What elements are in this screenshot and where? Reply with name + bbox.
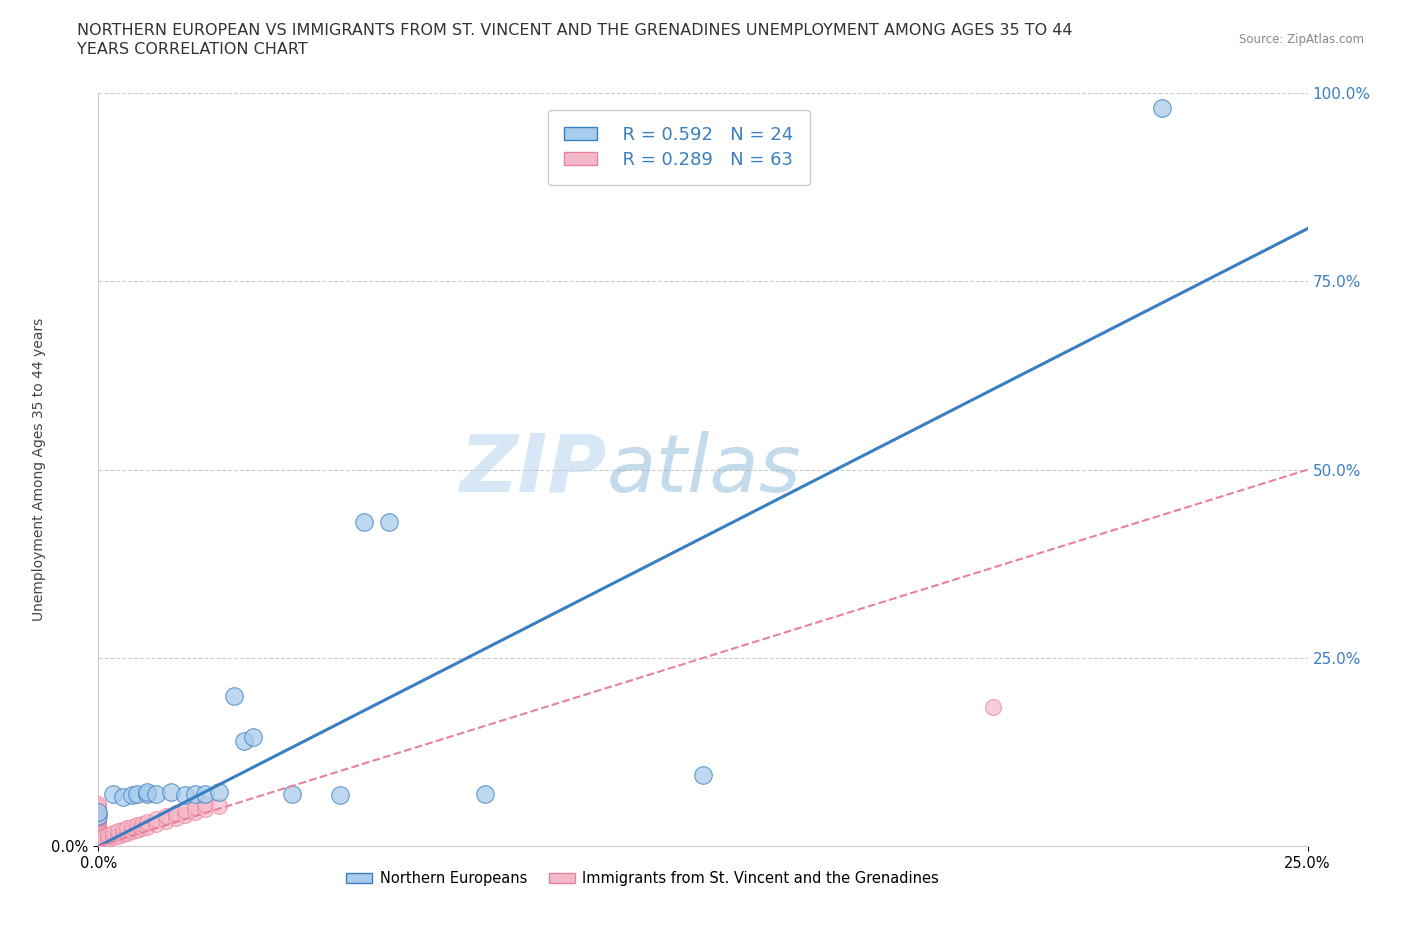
Point (87, 836, 110, 851)
Point (87, 805, 110, 820)
Point (117, 821, 139, 836)
Point (1152, 100, 1174, 115)
Point (87, 812, 110, 827)
Point (165, 805, 187, 820)
Point (127, 817, 149, 832)
Point (353, 515, 375, 530)
Point (242, 730, 264, 745)
Point (184, 804, 207, 819)
Point (117, 825, 139, 840)
Point (127, 822, 149, 837)
Text: ZIP: ZIP (458, 431, 606, 509)
Point (97, 831, 120, 846)
Point (174, 788, 197, 803)
Point (97, 828, 120, 843)
Point (135, 815, 157, 830)
Point (135, 819, 157, 834)
Point (184, 800, 207, 815)
Point (87, 839, 110, 854)
Point (107, 829, 129, 844)
Point (121, 824, 143, 839)
Legend: Northern Europeans, Immigrants from St. Vincent and the Grenadines: Northern Europeans, Immigrants from St. … (340, 865, 945, 892)
Point (87, 810, 110, 825)
Point (135, 785, 157, 800)
Point (145, 817, 167, 831)
Point (101, 825, 124, 840)
Point (87, 819, 110, 834)
Point (194, 802, 217, 817)
Point (87, 837, 110, 852)
Point (91, 833, 114, 848)
Point (87, 829, 110, 844)
Point (131, 821, 153, 836)
Point (87, 802, 110, 817)
Point (87, 809, 110, 824)
Point (174, 803, 197, 817)
Point (194, 797, 217, 812)
Point (111, 822, 134, 837)
Point (87, 834, 110, 849)
Point (474, 786, 496, 801)
Point (87, 822, 110, 837)
Point (145, 786, 167, 801)
Point (160, 785, 183, 800)
Point (981, 699, 1004, 714)
Point (87, 824, 110, 839)
Point (87, 807, 110, 822)
Point (377, 515, 399, 530)
Point (121, 788, 143, 803)
Point (87, 805, 110, 820)
Point (91, 830, 114, 844)
Point (87, 817, 110, 831)
Point (131, 817, 153, 831)
Text: atlas: atlas (606, 431, 801, 509)
Point (184, 786, 207, 801)
Point (87, 825, 110, 840)
Point (174, 807, 197, 822)
Point (145, 812, 167, 827)
Point (165, 810, 187, 825)
Point (87, 821, 110, 836)
Point (121, 819, 143, 834)
Point (101, 830, 124, 844)
Point (87, 830, 110, 844)
Text: YEARS CORRELATION CHART: YEARS CORRELATION CHART (77, 42, 308, 57)
Point (281, 786, 304, 801)
Point (87, 798, 110, 813)
Point (232, 734, 254, 749)
Point (87, 813, 110, 828)
Point (208, 798, 231, 813)
Point (87, 817, 110, 832)
Point (87, 827, 110, 842)
Point (127, 786, 149, 801)
Point (208, 785, 231, 800)
Point (155, 809, 177, 824)
Point (87, 803, 110, 817)
Point (222, 688, 245, 703)
Point (194, 786, 217, 801)
Point (87, 809, 110, 824)
Point (87, 804, 110, 819)
Point (111, 790, 134, 804)
Point (87, 833, 110, 848)
Point (107, 824, 129, 839)
Point (87, 831, 110, 846)
Point (135, 786, 157, 801)
Point (329, 788, 352, 803)
Point (87, 797, 110, 812)
Text: Source: ZipAtlas.com: Source: ZipAtlas.com (1239, 33, 1364, 46)
Point (155, 813, 177, 828)
Point (87, 800, 110, 815)
Text: NORTHERN EUROPEAN VS IMMIGRANTS FROM ST. VINCENT AND THE GRENADINES UNEMPLOYMENT: NORTHERN EUROPEAN VS IMMIGRANTS FROM ST.… (77, 23, 1073, 38)
Point (87, 815, 110, 830)
Point (101, 786, 124, 801)
Point (692, 767, 714, 782)
Point (111, 827, 134, 842)
Y-axis label: Unemployment Among Ages 35 to 44 years: Unemployment Among Ages 35 to 44 years (32, 318, 46, 621)
